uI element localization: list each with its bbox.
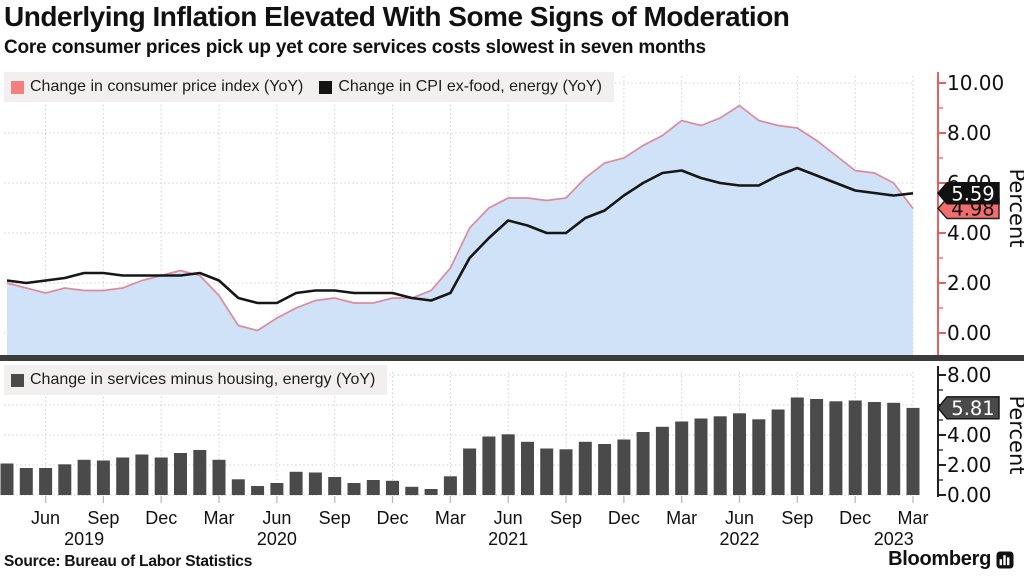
source-note: Source: Bureau of Labor Statistics (4, 553, 253, 570)
x-tick-label: Jun (31, 508, 61, 528)
panel-divider (0, 355, 1024, 361)
x-tick-label: Sep (550, 508, 583, 528)
x-tick-label: Sep (318, 508, 351, 528)
chart-title: Underlying Inflation Elevated With Some … (4, 1, 790, 32)
legend-label-core: Change in CPI ex-food, energy (YoY) (338, 78, 602, 95)
svg-text:8.00: 8.00 (947, 366, 992, 387)
legend-item-cpi: Change in consumer price index (YoY) (11, 78, 303, 96)
cpi-area-series (6, 104, 914, 356)
legend-item-core: Change in CPI ex-food, energy (YoY) (319, 78, 602, 96)
x-year-label: 2022 (719, 529, 760, 549)
svg-text:5.81: 5.81 (951, 397, 994, 420)
services-swatch-icon (11, 373, 24, 387)
x-axis-ticks (44, 496, 914, 503)
chart-subtitle: Core consumer prices pick up yet core se… (4, 37, 706, 58)
x-axis-year-labels: 2019 2020 2021 2022 2023 (0, 529, 1024, 551)
x-tick-label: Mar (434, 508, 466, 528)
x-year-label: 2021 (488, 529, 529, 549)
x-year-label: 2020 (256, 529, 297, 549)
x-tick-label: Mar (897, 508, 929, 528)
x-tick-label: Dec (839, 508, 872, 528)
x-tick-label: Jun (262, 508, 292, 528)
bloomberg-logo: Bloomberg (888, 548, 1014, 571)
x-year-label: 2023 (873, 529, 914, 549)
y-axis: 0.002.004.006.008.00 (937, 366, 992, 506)
services-chart-legend: Change in services minus housing, energy… (4, 365, 388, 395)
x-tick-label: Sep (87, 508, 120, 528)
x-tick-label: Jun (493, 508, 523, 528)
x-tick-label: Sep (781, 508, 814, 528)
bloomberg-wordmark: Bloomberg (888, 548, 991, 570)
last-value-tag: 5.59 (937, 182, 1000, 205)
x-year-label: 2019 (64, 529, 105, 549)
legend-item-services: Change in services minus housing, energy… (11, 371, 375, 389)
legend-label-services: Change in services minus housing, energy… (30, 371, 376, 388)
core-swatch-icon (319, 80, 333, 94)
x-tick-label: Dec (145, 508, 178, 528)
svg-text:2.00: 2.00 (947, 453, 992, 477)
x-tick-label: Dec (607, 508, 640, 528)
svg-text:0.00: 0.00 (947, 321, 992, 345)
svg-text:8.00: 8.00 (947, 121, 992, 145)
x-tick-label: Mar (203, 508, 235, 528)
y-axis-title: Percent (1005, 395, 1024, 474)
cpi-swatch-icon (11, 80, 24, 94)
x-axis-month-labels: Jun Sep Dec Mar Jun Sep Dec Mar Jun Sep Dec Mar Jun S… (0, 508, 1024, 530)
x-tick-label: Dec (376, 508, 409, 528)
legend-label-cpi: Change in consumer price index (YoY) (30, 78, 304, 95)
x-tick-label: Mar (666, 508, 698, 528)
cpi-chart-legend: Change in consumer price index (YoY) Cha… (4, 72, 614, 102)
y-axis-title: Percent (1005, 168, 1024, 247)
svg-text:0.00: 0.00 (947, 483, 992, 506)
svg-text:10.00: 10.00 (947, 71, 1004, 95)
last-value-tag: 5.81 (937, 396, 1000, 420)
services-bar-series (0, 397, 920, 496)
bloomberg-logo-icon (996, 551, 1014, 568)
core-cpi-line-series (6, 166, 914, 305)
svg-text:2.00: 2.00 (947, 271, 992, 295)
x-tick-label: Jun (724, 508, 755, 528)
svg-text:4.00: 4.00 (947, 221, 992, 245)
svg-text:5.59: 5.59 (951, 182, 994, 205)
svg-text:4.00: 4.00 (947, 423, 992, 447)
